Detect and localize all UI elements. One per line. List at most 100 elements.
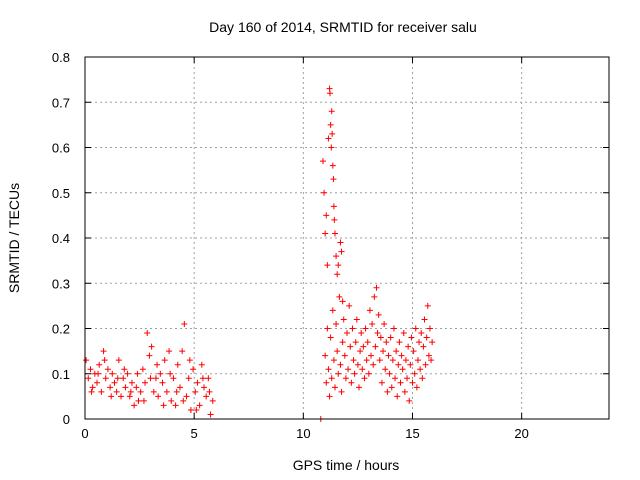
data-point xyxy=(375,311,382,318)
data-point xyxy=(383,339,390,346)
data-point xyxy=(424,302,431,309)
data-point xyxy=(111,379,118,386)
data-point xyxy=(200,384,207,391)
data-point xyxy=(126,393,133,400)
data-point xyxy=(372,343,379,350)
x-tick-label: 5 xyxy=(191,426,198,441)
data-point xyxy=(350,357,357,364)
data-point xyxy=(321,189,328,196)
data-point xyxy=(118,393,125,400)
data-point xyxy=(124,370,131,377)
data-point xyxy=(340,316,347,323)
data-point xyxy=(113,388,120,395)
data-point xyxy=(322,230,329,237)
data-point xyxy=(324,262,331,269)
data-point xyxy=(206,388,213,395)
data-point xyxy=(331,384,338,391)
data-point xyxy=(397,379,404,386)
y-tick-label: 0.5 xyxy=(52,186,70,201)
data-point xyxy=(160,402,167,409)
data-point xyxy=(205,375,212,382)
data-point xyxy=(98,388,105,395)
data-point xyxy=(101,357,108,364)
data-point xyxy=(414,357,421,364)
data-point xyxy=(395,361,402,368)
data-point xyxy=(381,320,388,327)
data-point xyxy=(394,393,401,400)
data-point xyxy=(404,375,411,382)
data-point xyxy=(328,108,335,115)
data-point xyxy=(120,375,127,382)
y-tick-label: 0.7 xyxy=(52,95,70,110)
data-point xyxy=(389,357,396,364)
data-point xyxy=(199,375,206,382)
data-point xyxy=(187,406,194,413)
data-point xyxy=(135,397,142,404)
data-point xyxy=(362,325,369,332)
data-point xyxy=(133,384,140,391)
data-point xyxy=(327,334,334,341)
data-point xyxy=(387,334,394,341)
data-point xyxy=(127,388,134,395)
data-point xyxy=(419,375,426,382)
data-point xyxy=(425,352,432,359)
data-point xyxy=(207,411,214,418)
data-point xyxy=(345,366,352,373)
data-point xyxy=(326,90,333,97)
data-points xyxy=(83,85,436,422)
data-point xyxy=(96,361,103,368)
data-point xyxy=(122,384,129,391)
data-point xyxy=(338,248,345,255)
data-point xyxy=(368,352,375,359)
data-point xyxy=(334,348,341,355)
data-point xyxy=(173,388,180,395)
data-point xyxy=(183,393,190,400)
data-point xyxy=(429,339,436,346)
chart-title: Day 160 of 2014, SRMTID for receiver sal… xyxy=(209,19,477,35)
y-axis-label: SRMTID / TECUs xyxy=(6,183,22,293)
data-point xyxy=(380,348,387,355)
data-point xyxy=(166,348,173,355)
data-point xyxy=(335,370,342,377)
data-point xyxy=(95,370,102,377)
data-point xyxy=(359,366,366,373)
data-point xyxy=(339,298,346,305)
data-point xyxy=(386,370,393,377)
y-axis: 0 0.1 0.2 0.3 0.4 0.5 0.6 0.7 0.8 xyxy=(52,50,609,427)
data-point xyxy=(400,330,407,337)
data-point xyxy=(104,366,111,373)
data-point xyxy=(329,130,336,137)
data-point xyxy=(100,348,107,355)
data-point xyxy=(190,366,197,373)
data-point xyxy=(390,325,397,332)
data-point xyxy=(357,348,364,355)
data-point xyxy=(351,370,358,377)
data-point xyxy=(107,384,114,391)
data-point xyxy=(186,357,193,364)
data-point xyxy=(152,375,159,382)
data-point xyxy=(88,388,95,395)
data-point xyxy=(399,366,406,373)
y-tick-label: 0.1 xyxy=(52,367,70,382)
y-tick-label: 0.6 xyxy=(52,141,70,156)
data-point xyxy=(420,343,427,350)
data-point xyxy=(181,320,188,327)
data-point xyxy=(325,135,332,142)
data-point xyxy=(348,379,355,386)
data-point xyxy=(142,379,149,386)
data-point xyxy=(335,262,342,269)
data-point xyxy=(170,375,177,382)
data-point xyxy=(131,402,138,409)
x-tick-label: 0 xyxy=(81,426,88,441)
data-point xyxy=(334,271,341,278)
data-point xyxy=(408,334,415,341)
data-point xyxy=(87,366,94,373)
data-point xyxy=(353,316,360,323)
data-point xyxy=(128,379,135,386)
data-point xyxy=(336,293,343,300)
data-point xyxy=(209,397,216,404)
data-point xyxy=(328,375,335,382)
x-tick-label: 10 xyxy=(296,426,310,441)
data-point xyxy=(329,162,336,169)
data-point xyxy=(371,293,378,300)
